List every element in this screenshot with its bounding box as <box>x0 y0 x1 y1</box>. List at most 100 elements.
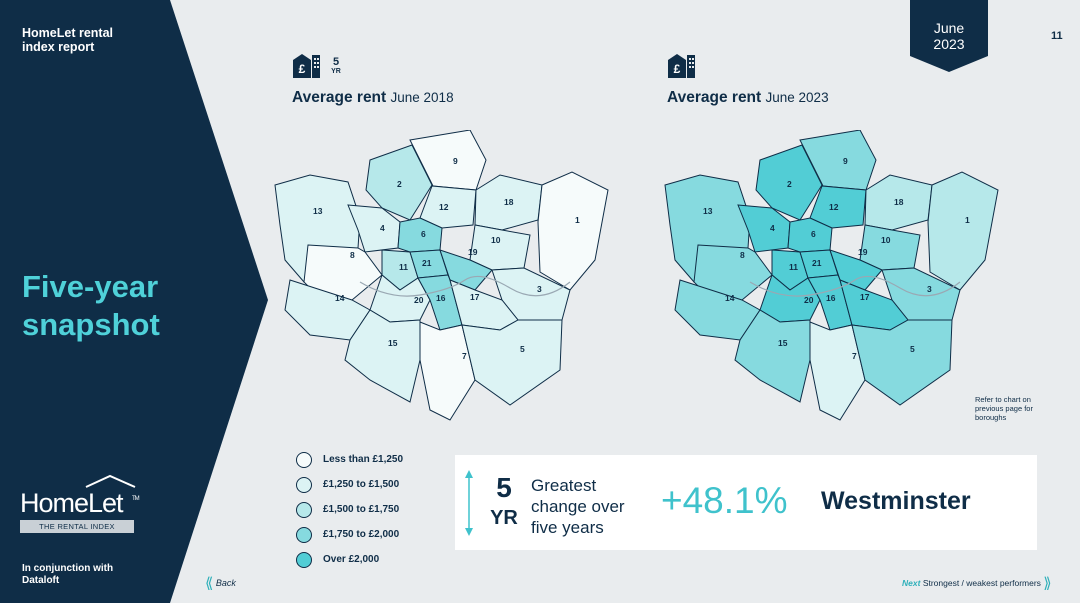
svg-text:£: £ <box>299 62 306 76</box>
svg-text:19: 19 <box>468 247 478 257</box>
svg-text:8: 8 <box>740 250 745 260</box>
thames-river <box>359 275 571 297</box>
svg-text:2: 2 <box>787 179 792 189</box>
svg-text:7: 7 <box>462 351 467 361</box>
svg-text:14: 14 <box>725 293 735 303</box>
stat-change: +48.1% <box>661 480 788 521</box>
page-heading: Five-year snapshot <box>22 269 160 342</box>
legend-swatch <box>296 502 312 518</box>
svg-text:14: 14 <box>335 293 345 303</box>
stat-description: Greatest change over five years <box>531 476 625 537</box>
svg-text:1: 1 <box>575 215 580 225</box>
legend-label: Over £2,000 <box>323 554 380 565</box>
legend-label: £1,250 to £1,500 <box>323 479 400 490</box>
page-number: 11 <box>1051 30 1063 42</box>
double-chevron-left-icon: ⟪ <box>205 575 214 592</box>
five-year-badge: 5 YR <box>329 57 343 76</box>
svg-text:17: 17 <box>860 292 870 302</box>
borough-10 <box>469 224 531 271</box>
svg-text:6: 6 <box>421 229 426 239</box>
rent-house-icon: £ <box>293 54 320 78</box>
svg-text:3: 3 <box>537 284 542 294</box>
report-title: HomeLet rental index report <box>22 26 113 54</box>
svg-text:15: 15 <box>388 338 398 348</box>
svg-text:12: 12 <box>829 202 839 212</box>
svg-text:20: 20 <box>414 295 424 305</box>
svg-text:17: 17 <box>470 292 480 302</box>
back-link[interactable]: ⟪ Back <box>205 574 236 592</box>
stat-period: 5 YR <box>487 473 521 533</box>
borough-8 <box>303 244 383 301</box>
svg-text:16: 16 <box>436 293 446 303</box>
sidebar-panel <box>0 0 268 603</box>
stat-location: Westminster <box>821 487 971 515</box>
map-title-bold: Average rent <box>292 89 387 106</box>
svg-text:9: 9 <box>453 156 458 166</box>
borough-9 <box>409 130 487 191</box>
stat-period-unit: YR <box>490 507 518 529</box>
borough-5 <box>851 319 953 406</box>
svg-text:2: 2 <box>397 179 402 189</box>
svg-text:13: 13 <box>703 206 713 216</box>
svg-text:15: 15 <box>778 338 788 348</box>
homelet-logo: HomeLet TM THE RENTAL INDEX <box>20 474 140 533</box>
svg-text:3: 3 <box>927 284 932 294</box>
date-month: June <box>933 20 965 36</box>
borough-12 <box>419 185 477 229</box>
next-word: Next <box>902 578 921 588</box>
logo-tm: TM <box>132 496 140 502</box>
svg-text:12: 12 <box>439 202 449 212</box>
map-title-bold: Average rent <box>667 89 762 106</box>
svg-text:10: 10 <box>881 235 891 245</box>
legend-swatch <box>296 477 312 493</box>
borough-10 <box>859 224 921 271</box>
thames-river <box>749 275 961 297</box>
svg-text:21: 21 <box>812 258 822 268</box>
date-year: 2023 <box>933 36 965 52</box>
badge-unit: YR <box>331 68 341 75</box>
borough-12 <box>809 185 867 229</box>
legend-swatch <box>296 552 312 568</box>
svg-text:11: 11 <box>789 262 798 272</box>
date-badge <box>910 0 988 72</box>
legend-swatch <box>296 452 312 468</box>
svg-text:16: 16 <box>826 293 836 303</box>
map-title-2023: Average rent June 2023 <box>667 89 829 107</box>
svg-text:13: 13 <box>313 206 323 216</box>
legend-label: £1,750 to £2,000 <box>323 529 400 540</box>
legend-label: £1,500 to £1,750 <box>323 504 400 515</box>
svg-text:11: 11 <box>399 262 408 272</box>
legend-label: Less than £1,250 <box>323 454 404 465</box>
svg-text:21: 21 <box>422 258 432 268</box>
borough-1 <box>927 171 999 291</box>
badge-num: 5 <box>332 56 340 68</box>
map-title-2018: Average rent June 2018 <box>292 89 454 107</box>
svg-text:9: 9 <box>843 156 848 166</box>
rent-house-icon: £ <box>668 54 695 78</box>
svg-text:8: 8 <box>350 250 355 260</box>
svg-text:18: 18 <box>504 197 514 207</box>
svg-text:5: 5 <box>910 344 915 354</box>
svg-text:4: 4 <box>380 223 385 233</box>
back-label: Back <box>215 578 236 588</box>
logo-tagline: THE RENTAL INDEX <box>20 520 134 533</box>
svg-text:7: 7 <box>852 351 857 361</box>
svg-text:4: 4 <box>770 223 775 233</box>
next-link[interactable]: Next Strongest / weakest performers ⟫ <box>902 574 1052 592</box>
roof-icon <box>85 474 136 488</box>
svg-text:1: 1 <box>965 215 970 225</box>
svg-text:10: 10 <box>491 235 501 245</box>
map-title-date: June 2023 <box>765 90 829 105</box>
svg-text:5: 5 <box>520 344 525 354</box>
logo-name: HomeLet <box>20 488 124 518</box>
borough-1 <box>537 171 609 291</box>
borough-8 <box>693 244 773 301</box>
partner-text: In conjunction with Dataloft <box>22 563 114 586</box>
svg-text:20: 20 <box>804 295 814 305</box>
stat-card: 5 YR Greatest change over five years +48… <box>455 455 1037 550</box>
borough-5 <box>461 319 563 406</box>
